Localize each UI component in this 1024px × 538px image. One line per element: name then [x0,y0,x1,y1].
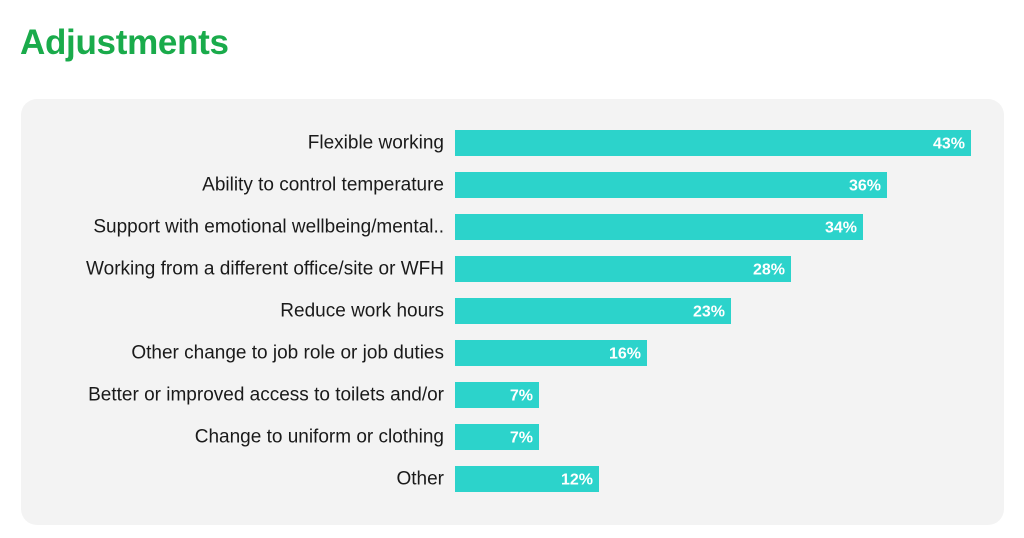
page-title: Adjustments [20,23,229,62]
bar-3 [455,256,791,282]
bar-6 [455,382,539,408]
category-label: Change to uniform or clothing [195,427,444,448]
bar-7 [455,424,539,450]
category-label: Other [396,469,444,490]
value-label: 23% [693,304,725,321]
category-label: Reduce work hours [280,301,444,322]
category-label: Support with emotional wellbeing/mental.… [93,217,444,238]
value-label: 28% [753,262,785,279]
value-label: 7% [510,430,533,447]
value-label: 16% [609,346,641,363]
value-label: 7% [510,388,533,405]
chart-panel: Flexible working 43% Ability to control te… [21,99,1004,525]
category-label: Ability to control temperature [202,175,444,196]
bar-chart: Flexible working 43% Ability to control te… [86,130,971,492]
bar-5 [455,340,647,366]
bar-1 [455,172,887,198]
value-label: 34% [825,220,857,237]
bar-0 [455,130,971,156]
bar-8 [455,466,599,492]
value-label: 43% [933,136,965,153]
category-label: Other change to job role or job duties [131,343,444,364]
value-label: 36% [849,178,881,195]
bar-4 [455,298,731,324]
value-label: 12% [561,472,593,489]
category-label: Flexible working [308,133,444,154]
category-label: Better or improved access to toilets and… [88,385,445,406]
category-label: Working from a different office/site or … [86,259,444,280]
bar-2 [455,214,863,240]
